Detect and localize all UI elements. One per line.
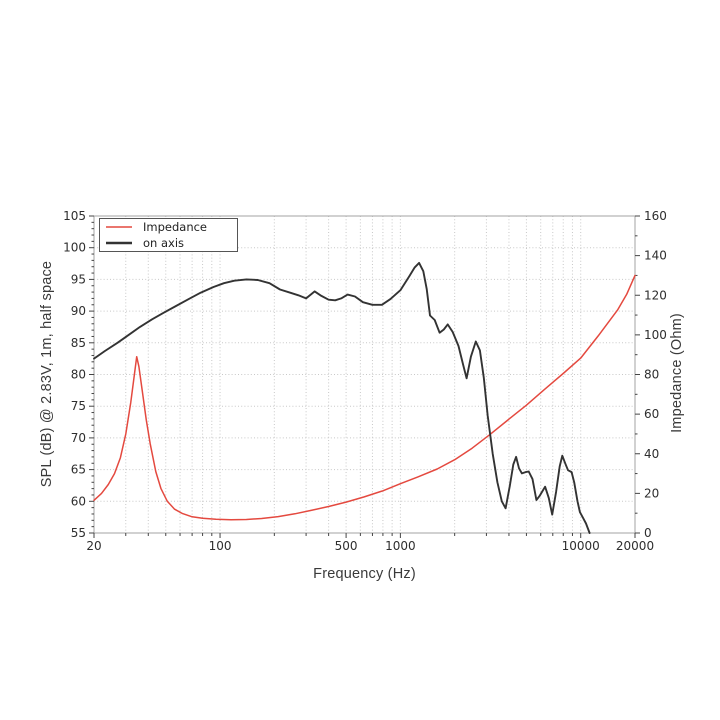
x-tick-label: 500	[335, 539, 358, 553]
legend-label-impedance: Impedance	[143, 220, 207, 234]
on-axis-curve	[93, 261, 591, 534]
legend-label-on-axis: on axis	[143, 236, 184, 250]
y-right-tick-label: 140	[644, 249, 667, 263]
legend-box	[99, 218, 238, 252]
y-left-tick-label: 100	[63, 241, 86, 255]
y-left-tick-label: 95	[71, 272, 86, 286]
y-axis-right-title: Impedance (Ohm)	[669, 313, 685, 433]
y-right-tick-label: 80	[644, 368, 659, 382]
y-right-tick-label: 0	[644, 526, 652, 540]
x-tick-label: 20	[86, 539, 101, 553]
y-right-tick-label: 40	[644, 447, 659, 461]
y-left-tick-label: 75	[71, 399, 86, 413]
y-right-tick-label: 60	[644, 407, 659, 421]
x-axis-title: Frequency (Hz)	[313, 566, 416, 582]
y-left-tick-label: 60	[71, 494, 86, 508]
y-left-tick-label: 70	[71, 431, 86, 445]
y-right-tick-label: 120	[644, 288, 667, 302]
y-left-tick-label: 65	[71, 463, 86, 477]
y-right-tick-label: 100	[644, 328, 667, 342]
y-axis-left-title: SPL (dB) @ 2.83V, 1m, half space	[39, 260, 55, 488]
x-tick-label: 100	[209, 539, 232, 553]
y-right-tick-label: 20	[644, 486, 659, 500]
impedance-curve	[93, 274, 636, 521]
x-tick-label: 20000	[616, 539, 654, 553]
x-tick-label: 1000	[385, 539, 416, 553]
y-left-tick-label: 105	[63, 209, 86, 223]
y-left-tick-label: 90	[71, 304, 86, 318]
y-left-tick-label: 80	[71, 368, 86, 382]
y-left-tick-label: 85	[71, 336, 86, 350]
plot-border	[93, 215, 636, 534]
x-tick-label: 10000	[562, 539, 600, 553]
y-left-tick-label: 55	[71, 526, 86, 540]
y-right-tick-label: 160	[644, 209, 667, 223]
